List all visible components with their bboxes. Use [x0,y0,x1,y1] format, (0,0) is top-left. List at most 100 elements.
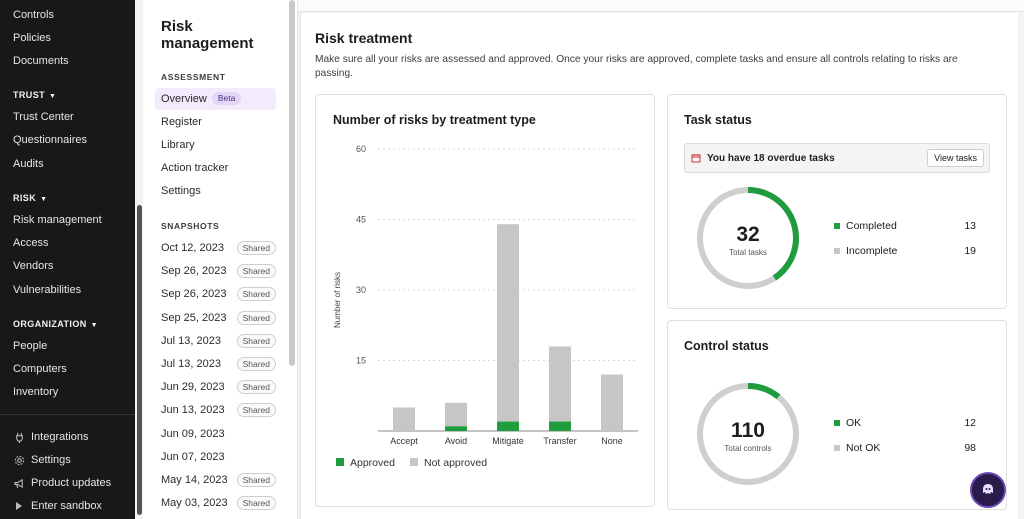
legend-not-approved-swatch [410,458,418,466]
top-bar [298,0,1024,12]
section-label: RISK [13,193,37,203]
nav-vendors[interactable]: Vendors [13,260,54,272]
caret-down-icon: ▼ [40,196,48,203]
section-label: TRUST [13,90,45,100]
nav-computers[interactable]: Computers [13,363,67,375]
caret-down-icon: ▼ [49,93,57,100]
snapshot-date: May 14, 2023 [161,474,228,486]
ok-count: 12 [964,417,976,429]
nav-label: Integrations [31,431,89,443]
treatment-chart-card: Number of risks by treatment type 15 30 45… [315,94,655,507]
snapshot-item[interactable]: Sep 25, 2023 Shared [161,309,276,327]
nav-questionnaires[interactable]: Questionnaires [13,134,87,146]
snapshot-item[interactable]: Sep 26, 2023 Shared [161,262,276,280]
control-total: 110 Total controls [703,419,793,453]
nav-access[interactable]: Access [13,237,49,249]
snapshot-date: Sep 26, 2023 [161,288,227,301]
bar-not-approved-none [601,374,623,431]
main-sidebar: Controls Policies Documents TRUST ▼ Trust… [0,0,135,519]
snapshot-item[interactable]: Oct 12, 2023 Shared [161,239,276,257]
snapshot-date: Sep 25, 2023 [161,311,227,324]
calendar-icon [691,153,701,163]
x-tick-label: Avoid [445,436,467,446]
bar-approved-avoid [445,426,467,431]
nav-controls[interactable]: Controls [13,9,54,21]
legend-label: OK [846,417,862,429]
x-tick-label: Accept [390,436,418,446]
nav-section-risk[interactable]: RISK ▼ [13,193,47,203]
x-tick-label: None [601,436,623,446]
nav-label: Product updates [31,477,112,489]
shared-badge: Shared [236,287,276,302]
nav-integrations[interactable]: Integrations [13,428,88,446]
snapshots-heading: SNAPSHOTS [161,221,220,231]
completed-count: 13 [964,220,976,232]
nav-settings[interactable]: Settings [13,451,71,469]
snapshot-item[interactable]: Jun 13, 2023 Shared [161,401,276,419]
legend-incomplete: Incomplete [834,245,897,257]
submenu-settings[interactable]: Settings [161,185,201,197]
shared-badge: Shared [236,473,276,487]
snapshot-item[interactable]: May 14, 2023 Shared [161,471,276,489]
beta-badge: Beta [211,92,242,105]
donut-ok-arc [697,383,799,485]
not-ok-count: 98 [964,442,976,454]
legend-label: Completed [846,220,897,232]
nav-enter-sandbox[interactable]: Enter sandbox [13,497,102,515]
snapshot-item[interactable]: May 03, 2023 Shared [161,494,276,512]
nav-documents[interactable]: Documents [13,55,69,67]
snapshot-item[interactable]: Jun 29, 2023 Shared [161,378,276,396]
megaphone-icon [13,477,25,489]
page-title: Risk treatment [315,30,413,46]
nav-vulnerabilities[interactable]: Vulnerabilities [13,284,82,296]
risk-submenu: Risk management ASSESSMENT Overview Beta … [143,0,298,519]
assistant-icon [983,484,993,494]
y-axis-label: Number of risks [333,272,342,328]
task-donut [697,187,799,289]
grey-square-icon [834,248,840,254]
snapshot-date: Jun 29, 2023 [161,381,225,394]
x-tick-label: Transfer [543,436,576,446]
control-donut [697,383,799,485]
snapshot-item[interactable]: Jun 07, 2023 [161,448,276,466]
snapshot-item[interactable]: Jul 13, 2023 Shared [161,332,276,350]
grey-square-icon [834,445,840,451]
task-status-title: Task status [684,113,752,127]
main-content: Risk treatment Make sure all your risks … [298,0,1024,519]
help-chat-button[interactable] [970,472,1006,508]
nav-inventory[interactable]: Inventory [13,386,59,398]
nav-risk-management[interactable]: Risk management [13,214,102,226]
shared-badge: Shared [236,310,276,325]
control-total-number: 110 [731,419,765,442]
submenu-library[interactable]: Library [161,139,195,151]
incomplete-count: 19 [964,245,976,257]
snapshot-item[interactable]: Jul 13, 2023 Shared [161,355,276,373]
nav-audits[interactable]: Audits [13,158,44,170]
bar-not-approved-transfer [549,346,571,422]
nav-section-organization[interactable]: ORGANIZATION ▼ [13,319,98,329]
nav-label: Settings [31,454,71,466]
snapshot-item[interactable]: Sep 26, 2023 Shared [161,285,276,303]
view-tasks-button[interactable]: View tasks [927,149,984,167]
bar-not-approved-mitigate [497,224,519,422]
nav-policies[interactable]: Policies [13,32,51,44]
snapshot-item[interactable]: Jun 09, 2023 [161,425,276,443]
task-status-card: Task status You have 18 overdue tasks Vi… [667,94,1007,309]
nav-trust-center[interactable]: Trust Center [13,111,74,123]
x-tick-label: Mitigate [492,436,524,446]
nav-people[interactable]: People [13,340,48,352]
shared-badge: Shared [236,380,276,395]
submenu-overview[interactable]: Overview Beta [161,90,242,108]
submenu-scrollbar[interactable] [289,0,295,366]
nav-section-trust[interactable]: TRUST ▼ [13,90,56,100]
shared-badge: Shared [236,357,276,371]
legend-approved-swatch [336,458,344,466]
sidebar-scrollbar[interactable] [137,205,142,515]
submenu-register[interactable]: Register [161,116,202,128]
y-tick-label: 15 [356,356,366,366]
legend-approved-label: Approved [350,457,395,469]
snapshot-date: Jun 07, 2023 [161,450,225,463]
nav-product-updates[interactable]: Product updates [13,474,111,492]
submenu-action-tracker[interactable]: Action tracker [161,162,229,174]
shared-badge: Shared [236,241,276,255]
